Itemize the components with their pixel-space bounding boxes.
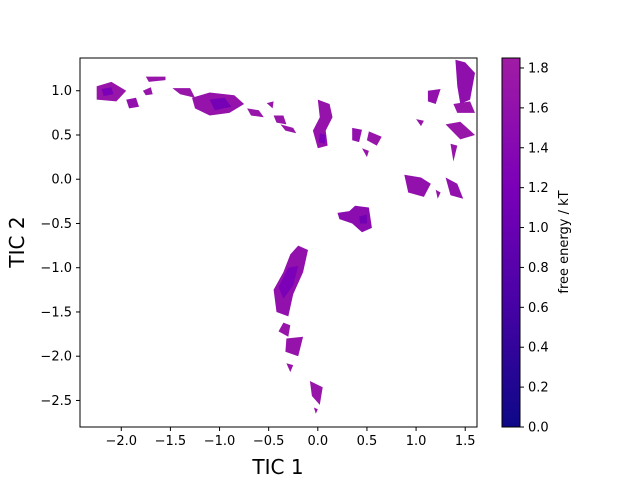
- region-ridge-4: [266, 101, 274, 109]
- region-center-top-core: [318, 133, 326, 144]
- y-axis-label: TIC 2: [5, 216, 29, 268]
- plot-frame: [79, 57, 478, 428]
- x-tick-label: 0.0: [307, 434, 328, 449]
- y-tick-label: −1.5: [40, 305, 72, 320]
- region-right-top-3: [453, 101, 475, 113]
- x-tick-label: −1.5: [155, 434, 187, 449]
- colorbar-tick-label: 0.2: [528, 381, 549, 396]
- x-axis-label: TIC 1: [251, 455, 303, 479]
- y-tick-label: −0.5: [40, 217, 72, 232]
- region-upper-left-spot: [126, 97, 139, 109]
- region-lower-stem-6: [313, 407, 318, 414]
- region-right-mid-2: [450, 143, 458, 162]
- region-lower-stem-5: [309, 381, 323, 405]
- y-tick-label: −2.5: [40, 394, 72, 409]
- x-axis-ticks: −2.0 −1.5 −1.0 −0.5 0.0 0.5 1.0 1.5: [105, 427, 476, 449]
- y-axis-ticks: 1.0 0.5 0.0 −0.5 −1.0 −1.5 −2.0 −2.5: [40, 84, 80, 409]
- region-upper-left-spot2: [142, 87, 153, 96]
- y-tick-label: −2.0: [40, 350, 72, 365]
- colorbar-tick-label: 1.0: [528, 221, 549, 236]
- region-upper-left-top: [145, 76, 166, 82]
- region-right-mid-1: [445, 121, 475, 140]
- colorbar-tick-label: 0.8: [528, 261, 549, 276]
- colorbar-label: free energy / kT: [557, 190, 572, 293]
- region-center-right-3: [362, 148, 369, 158]
- x-tick-label: −1.0: [204, 434, 236, 449]
- region-lower-stem-core: [278, 265, 299, 299]
- colorbar-tick-label: 1.6: [528, 101, 549, 116]
- region-ridge-3: [247, 108, 264, 118]
- region-ridge-5: [273, 115, 287, 125]
- region-right-top-2: [455, 59, 475, 104]
- colorbar-tick-label: 1.2: [528, 181, 549, 196]
- colorbar-tick-label: 1.4: [528, 141, 549, 156]
- region-center-top: [312, 99, 333, 149]
- region-center-right-1: [352, 127, 362, 143]
- y-tick-label: −1.0: [40, 261, 72, 276]
- region-lower-stem-4: [286, 363, 294, 373]
- region-upper-left-dark: [101, 87, 114, 97]
- region-center-low-core: [359, 214, 367, 224]
- region-lower-stem-3: [285, 336, 304, 357]
- colorbar-tick-label: 0.6: [528, 301, 549, 316]
- x-tick-label: 0.5: [357, 434, 378, 449]
- colorbar-tick-label: 0.0: [528, 421, 549, 436]
- colorbar: [501, 57, 521, 428]
- y-tick-label: 1.0: [51, 84, 72, 99]
- energy-regions: [96, 59, 475, 414]
- x-tick-label: −2.0: [105, 434, 137, 449]
- colorbar-tick-label: 0.4: [528, 341, 549, 356]
- y-tick-label: 0.5: [51, 128, 72, 143]
- region-center-low-1: [337, 205, 372, 233]
- region-right-low-2: [445, 177, 464, 199]
- region-ridge-2-core: [209, 97, 232, 111]
- region-lower-stem-2: [278, 322, 291, 337]
- region-right-top-1: [427, 89, 441, 104]
- colorbar-tick-label: 1.8: [528, 61, 549, 76]
- colorbar-ticks: 0.0 0.2 0.4 0.6 0.8 1.0 1.2 1.4 1.6 1.8: [520, 61, 549, 436]
- region-right-low-3: [435, 189, 441, 199]
- x-tick-label: 1.0: [406, 434, 427, 449]
- region-ridge-1: [172, 88, 195, 98]
- x-tick-label: −0.5: [253, 434, 285, 449]
- region-ridge-6: [280, 124, 297, 134]
- region-right-low-1: [404, 174, 431, 197]
- y-tick-label: 0.0: [51, 173, 72, 188]
- x-tick-label: 1.5: [455, 434, 476, 449]
- region-right-mid-3: [416, 119, 424, 127]
- region-center-right-2: [366, 131, 382, 146]
